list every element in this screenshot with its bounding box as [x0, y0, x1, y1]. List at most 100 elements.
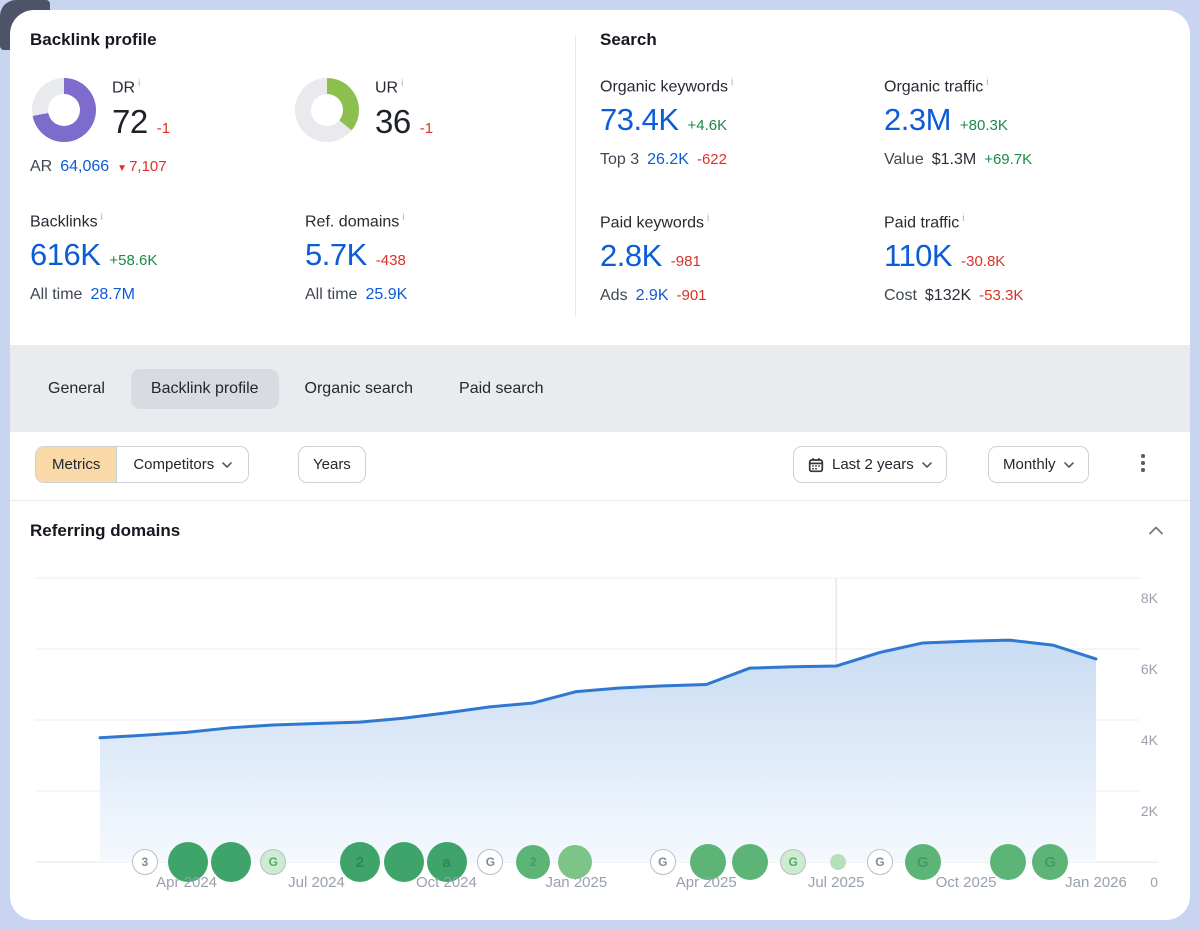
chevron-up-icon[interactable] [1142, 518, 1170, 544]
organic-traffic-stat: Organic traffic i 2.3M +80.3K Value $1.3M… [884, 77, 1032, 169]
google-update-marker[interactable] [167, 842, 208, 882]
info-icon[interactable]: i [402, 212, 405, 223]
dr-widget: DR i 72 -1 [32, 78, 170, 142]
chart-axis-layer: 8K 6K 4K 2K 0 3 G 2 a G 2 G G G G G Apr 2024 Jul 2024 Oct … [10, 568, 1190, 913]
paid-traffic-label: Paid traffic i [884, 213, 965, 232]
x-tick-label: Oct 2025 [935, 874, 997, 891]
google-update-marker[interactable] [211, 842, 252, 882]
chart-title: Referring domains [30, 521, 181, 540]
info-icon[interactable]: i [138, 78, 141, 89]
ar-value[interactable]: 64,066 [60, 158, 110, 175]
paid-traffic-delta: -30.8K [961, 253, 1006, 271]
info-icon[interactable]: i [731, 77, 734, 88]
google-update-marker[interactable]: G [904, 844, 941, 880]
dr-donut [32, 78, 96, 142]
google-update-marker[interactable] [689, 844, 726, 880]
y-tick-label: 0 [1150, 874, 1158, 890]
search-title: Search [600, 30, 657, 49]
organic-traffic-value[interactable]: 2.3M [884, 102, 951, 138]
dr-value: 72 [112, 103, 148, 141]
paid-traffic-sub: Cost $132K -53.3K [884, 287, 1024, 305]
ur-delta: -1 [419, 120, 434, 138]
down-triangle-icon: ▼ [117, 163, 128, 174]
ur-label: UR i [375, 78, 404, 97]
google-update-marker[interactable] [990, 844, 1027, 880]
backlinks-label: Backlinks i [30, 212, 103, 231]
y-tick-label: 8K [1140, 590, 1158, 606]
info-icon[interactable]: i [707, 213, 710, 224]
chevron-down-icon [921, 461, 932, 468]
google-update-marker[interactable]: G [477, 849, 504, 875]
ref-domains-delta: -438 [375, 252, 406, 270]
google-update-marker[interactable] [732, 844, 769, 880]
ar-delta: ▼ 7,107 [117, 158, 167, 175]
backlink-profile-title: Backlink profile [30, 30, 157, 49]
info-icon[interactable]: i [100, 212, 103, 223]
google-update-marker[interactable]: G [866, 849, 893, 875]
ar-label: AR [30, 158, 53, 175]
google-update-marker[interactable]: G [1032, 844, 1069, 880]
ref-domains-stat: Ref. domains i 5.7K -438 All time 25.9K [305, 212, 407, 304]
section-divider [10, 500, 1190, 501]
x-tick-label: Oct 2024 [415, 874, 477, 891]
paid-keywords-stat: Paid keywords i 2.8K -981 Ads 2.9K -901 [600, 213, 709, 305]
tab-general[interactable]: General [48, 379, 105, 397]
kebab-menu-button[interactable] [1135, 448, 1151, 478]
google-update-marker[interactable]: G [780, 849, 807, 875]
organic-keywords-sub: Top 3 26.2K -622 [600, 151, 727, 169]
google-update-marker[interactable]: 3 [131, 849, 158, 875]
google-update-marker[interactable] [558, 845, 593, 879]
organic-keywords-stat: Organic keywords i 73.4K +4.6K Top 3 26.2… [600, 77, 733, 169]
tab-bar: General Backlink profile Organic search Pai… [10, 345, 1190, 432]
paid-keywords-sub: Ads 2.9K -901 [600, 287, 707, 305]
calendar-icon [808, 457, 824, 473]
date-range-button[interactable]: Last 2 years [793, 446, 947, 483]
google-update-marker[interactable]: G [260, 849, 287, 875]
ur-value: 36 [375, 103, 411, 141]
ur-donut [295, 78, 359, 142]
referring-domains-header: Referring domains [30, 518, 1170, 544]
info-icon[interactable]: i [962, 213, 965, 224]
tab-organic-search[interactable]: Organic search [304, 379, 414, 397]
metrics-button[interactable]: Metrics [36, 447, 117, 482]
google-update-marker[interactable] [383, 842, 424, 882]
referring-domains-chart: 8K 6K 4K 2K 0 3 G 2 a G 2 G G G G G Apr 2024 Jul 2024 Oct … [10, 568, 1190, 913]
ref-domains-value[interactable]: 5.7K [305, 237, 367, 273]
info-icon[interactable]: i [986, 77, 989, 88]
chevron-down-icon [222, 461, 233, 468]
google-update-marker[interactable] [830, 854, 847, 870]
organic-traffic-sub: Value $1.3M +69.7K [884, 151, 1033, 169]
tab-backlink-profile[interactable]: Backlink profile [130, 368, 279, 409]
years-button[interactable]: Years [298, 446, 366, 483]
organic-keywords-delta: +4.6K [687, 117, 728, 135]
chevron-down-icon [1063, 461, 1074, 468]
y-tick-label: 2K [1140, 803, 1158, 819]
x-tick-label: Jan 2026 [1065, 874, 1127, 891]
backlinks-value[interactable]: 616K [30, 237, 101, 273]
granularity-button[interactable]: Monthly [988, 446, 1089, 483]
view-switcher: Metrics Competitors [35, 446, 250, 483]
y-tick-label: 6K [1140, 661, 1158, 677]
organic-keywords-value[interactable]: 73.4K [600, 102, 679, 138]
organic-traffic-delta: +80.3K [959, 117, 1008, 135]
info-icon[interactable]: i [401, 78, 404, 89]
backlinks-delta: +58.6K [109, 252, 158, 270]
y-tick-label: 4K [1140, 732, 1158, 748]
google-update-marker[interactable]: 2 [339, 842, 380, 882]
paid-keywords-value[interactable]: 2.8K [600, 238, 662, 274]
google-update-marker[interactable]: G [649, 849, 676, 875]
paid-traffic-stat: Paid traffic i 110K -30.8K Cost $132K -53… [884, 213, 1023, 305]
ref-domains-label: Ref. domains i [305, 212, 405, 231]
backlinks-stat: Backlinks i 616K +58.6K All time 28.7M [30, 212, 157, 304]
x-tick-label: Apr 2025 [675, 874, 737, 891]
google-update-marker[interactable]: 2 [516, 845, 551, 879]
paid-traffic-value[interactable]: 110K [884, 238, 953, 274]
google-update-marker[interactable]: a [426, 842, 467, 882]
ur-widget: UR i 36 -1 [295, 78, 433, 142]
x-tick-label: Jul 2025 [807, 874, 865, 891]
competitors-button[interactable]: Competitors [116, 447, 248, 482]
referring-domains-plot [35, 577, 1158, 863]
tab-paid-search[interactable]: Paid search [459, 379, 544, 397]
organic-keywords-label: Organic keywords i [600, 77, 734, 96]
paid-keywords-label: Paid keywords i [600, 213, 710, 232]
